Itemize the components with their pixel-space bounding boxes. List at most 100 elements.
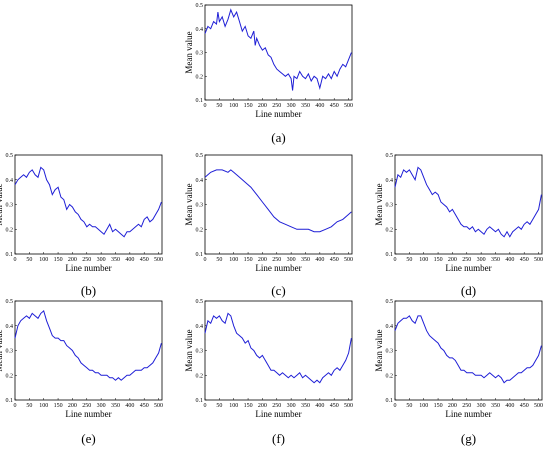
x-tick-label: 450 [520, 403, 529, 409]
x-tick-label: 0 [14, 403, 17, 409]
y-tick-label: 0.5 [196, 299, 204, 305]
x-tick-label: 400 [505, 403, 514, 409]
panel-label: (d) [461, 283, 476, 298]
y-tick-label: 0.1 [196, 252, 204, 258]
x-tick-label: 200 [448, 403, 457, 409]
x-axis-label: Line number [255, 109, 301, 119]
x-tick-label: 150 [434, 403, 443, 409]
x-tick-label: 450 [140, 403, 149, 409]
x-tick-label: 400 [125, 403, 134, 409]
x-tick-label: 200 [68, 403, 77, 409]
y-axis-label: Mean value [0, 183, 4, 225]
series-line [204, 169, 352, 233]
x-tick-label: 0 [14, 257, 17, 263]
y-tick-label: 0.3 [196, 51, 204, 57]
x-tick-label: 100 [39, 403, 48, 409]
chart-panel: 0 50 100 150 200 250 300 350 400 450 500 0.1 0.2 0.3 0… [0, 299, 163, 446]
x-axis-label: Line number [255, 263, 301, 273]
x-tick-label: 350 [111, 257, 120, 263]
x-tick-label: 0 [204, 403, 207, 409]
x-tick-label: 150 [54, 403, 63, 409]
x-tick-label: 350 [491, 257, 500, 263]
y-axis-label: Mean value [184, 329, 194, 371]
series-line [14, 310, 162, 381]
y-tick-label: 0.3 [6, 203, 14, 209]
y-tick-label: 0.2 [196, 227, 204, 233]
y-tick-label: 0.5 [196, 153, 204, 159]
y-tick-label: 0.3 [386, 349, 394, 355]
series-line [204, 312, 352, 384]
y-tick-label: 0.4 [386, 324, 394, 330]
y-tick-label: 0.1 [196, 98, 204, 104]
x-tick-label: 150 [244, 103, 253, 109]
x-tick-label: 100 [229, 103, 238, 109]
chart-panel: 0 50 100 150 200 250 300 350 400 450 500 0.1 0.2 0.3 0… [184, 3, 353, 145]
y-tick-label: 0.2 [386, 373, 394, 379]
y-tick-label: 0.1 [6, 398, 14, 404]
panel-label: (f) [272, 431, 285, 446]
panel-label: (e) [81, 431, 95, 446]
x-tick-label: 500 [154, 403, 163, 409]
x-tick-label: 50 [216, 403, 222, 409]
panel-label: (c) [271, 283, 285, 298]
plot-frame [394, 154, 543, 255]
x-tick-label: 300 [97, 403, 106, 409]
x-tick-label: 500 [154, 257, 163, 263]
x-tick-label: 400 [315, 403, 324, 409]
x-tick-label: 250 [272, 257, 281, 263]
y-tick-label: 0.5 [6, 153, 14, 159]
y-tick-label: 0.3 [386, 203, 394, 209]
y-tick-label: 0.4 [6, 324, 14, 330]
y-tick-label: 0.4 [196, 27, 204, 33]
y-tick-label: 0.4 [386, 178, 394, 184]
x-tick-label: 300 [97, 257, 106, 263]
chart-panel: 0 50 100 150 200 250 300 350 400 450 500 0.1 0.2 0.3 0… [184, 153, 353, 298]
x-tick-label: 200 [258, 257, 267, 263]
x-tick-label: 50 [26, 257, 32, 263]
y-tick-label: 0.1 [386, 398, 394, 404]
x-tick-label: 50 [216, 103, 222, 109]
y-tick-label: 0.2 [386, 227, 394, 233]
plot-frame [394, 300, 543, 401]
y-tick-label: 0.1 [196, 398, 204, 404]
series-line [14, 166, 162, 238]
series-line [204, 8, 352, 91]
series-line [394, 166, 542, 238]
x-tick-label: 400 [125, 257, 134, 263]
y-tick-label: 0.3 [196, 203, 204, 209]
y-tick-label: 0.5 [6, 299, 14, 305]
x-tick-label: 350 [301, 103, 310, 109]
x-tick-label: 500 [344, 257, 353, 263]
x-tick-label: 500 [344, 103, 353, 109]
x-axis-label: Line number [65, 263, 111, 273]
x-tick-label: 250 [462, 403, 471, 409]
panel-label: (b) [81, 283, 96, 298]
y-tick-label: 0.5 [386, 299, 394, 305]
x-tick-label: 350 [301, 257, 310, 263]
x-tick-label: 0 [204, 257, 207, 263]
x-tick-label: 250 [272, 403, 281, 409]
x-tick-label: 200 [68, 257, 77, 263]
y-tick-label: 0.5 [386, 153, 394, 159]
x-tick-label: 450 [330, 257, 339, 263]
x-tick-label: 500 [534, 257, 543, 263]
y-tick-label: 0.1 [6, 252, 14, 258]
x-tick-label: 0 [204, 103, 207, 109]
x-tick-label: 350 [111, 403, 120, 409]
y-axis-label: Mean value [184, 31, 194, 73]
x-tick-label: 100 [229, 403, 238, 409]
x-tick-label: 100 [39, 257, 48, 263]
x-axis-label: Line number [65, 409, 111, 419]
x-axis-label: Line number [445, 409, 491, 419]
plot-frame [14, 154, 163, 255]
x-tick-label: 300 [287, 403, 296, 409]
x-tick-label: 250 [82, 257, 91, 263]
x-tick-label: 450 [330, 403, 339, 409]
chart-panel: 0 50 100 150 200 250 300 350 400 450 500 0.1 0.2 0.3 0… [374, 299, 543, 446]
x-axis-label: Line number [255, 409, 301, 419]
x-tick-label: 200 [258, 403, 267, 409]
x-tick-label: 500 [534, 403, 543, 409]
y-tick-label: 0.1 [386, 252, 394, 258]
y-tick-label: 0.4 [196, 324, 204, 330]
